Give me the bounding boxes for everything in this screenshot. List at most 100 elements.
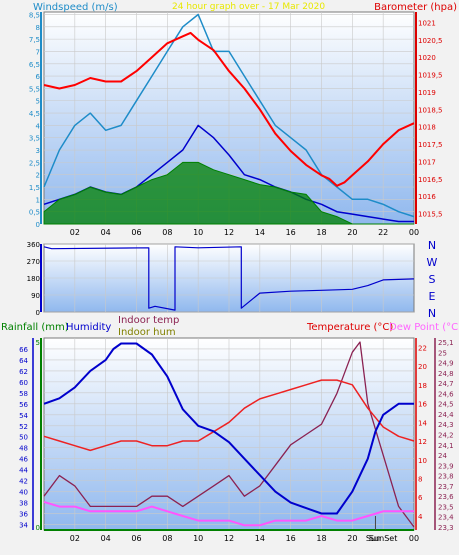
indoor-temp-tick-3: 23,6 [438, 493, 454, 501]
temp-time-tick-2: 06 [131, 534, 141, 543]
wind-time-tick-10: 22 [378, 228, 388, 237]
indoor-temp-tick-18: 25,1 [438, 339, 454, 347]
indoor-temp-tick-16: 24,9 [438, 360, 454, 368]
barometer-tick-7: 1019 [418, 89, 436, 97]
temperature-tick-8: 20 [418, 363, 427, 371]
indoor-temp-tick-10: 24,3 [438, 421, 454, 429]
windspeed-tick-10: 5 [36, 98, 40, 106]
indoor-temp-tick-6: 23,9 [438, 462, 454, 470]
humidity-tick-2: 38 [19, 500, 28, 508]
direction-axis: 0 90 180 270 360 [27, 241, 42, 317]
windspeed-tick-15: 7,5 [29, 36, 40, 44]
windspeed-tick-0: 0 [36, 221, 40, 229]
temperature-tick-9: 22 [418, 344, 427, 352]
wind-series [43, 13, 415, 225]
direction-grid [44, 243, 414, 313]
humidity-label: Humidity [66, 322, 111, 333]
barometer-tick-11: 1021 [418, 19, 436, 27]
windspeed-tick-8: 4 [36, 122, 41, 130]
windspeed-tick-9: 4,5 [29, 110, 40, 118]
windspeed-tick-2: 1 [36, 196, 40, 204]
direction-tick-3: 270 [27, 258, 40, 266]
rainfall-axis: 05 [36, 338, 42, 532]
compass-label-2: S [429, 273, 436, 286]
temp-time-tick-11: 00 [409, 534, 419, 543]
temperature-tick-6: 16 [418, 401, 427, 409]
indoor-temp-tick-17: 25 [438, 349, 447, 357]
temp-time-tick-1: 04 [101, 534, 111, 543]
indoor-temp-line [43, 341, 415, 528]
wind-time-tick-0: 02 [70, 228, 80, 237]
indoor-temp-tick-11: 24,4 [438, 411, 454, 419]
rainfall-label: Rainfall (mm) [1, 322, 69, 333]
temperature-axis: 4 6 8 10 12 14 16 18 20 22 [415, 338, 427, 530]
temperature-tick-0: 4 [418, 513, 423, 521]
indoor-temp-tick-1: 23,4 [438, 514, 454, 522]
humidity-tick-4: 42 [19, 478, 28, 486]
temperature-line [43, 379, 415, 452]
windspeed-tick-14: 7 [36, 48, 40, 56]
compass-label-1: W [427, 256, 438, 269]
direction-tick-1: 90 [31, 292, 40, 300]
humidity-tick-15: 64 [19, 357, 28, 365]
windspeed-tick-13: 6,5 [29, 61, 40, 69]
temperature-label: Temperature (°C) [306, 322, 393, 333]
barometer-tick-3: 1017 [418, 158, 436, 166]
indoor-temp-tick-12: 24,5 [438, 401, 454, 409]
humidity-tick-9: 52 [19, 423, 28, 431]
temp-time-tick-3: 08 [162, 534, 172, 543]
barometer-tick-1: 1016 [418, 193, 436, 201]
wind-time-tick-2: 06 [131, 228, 141, 237]
windspeed-tick-1: 0,5 [29, 209, 40, 217]
indoor-temp-tick-15: 24,8 [438, 370, 454, 378]
temp-time-tick-4: 10 [193, 534, 203, 543]
windspeed-axis: 0 0,5 1 1,5 2 2,5 3 3,5 4 4,5 5 5,5 6 6,5 7 7,5 8 8,5 [29, 11, 42, 229]
wind-time-tick-8: 18 [316, 228, 326, 237]
temp-time-tick-0: 02 [70, 534, 80, 543]
windspeed-tick-6: 3 [36, 147, 40, 155]
barometer-tick-5: 1018 [418, 124, 436, 132]
humidity-tick-16: 66 [19, 346, 28, 354]
humidity-tick-5: 44 [19, 467, 28, 475]
humidity-tick-7: 48 [19, 445, 28, 453]
barometer-tick-4: 1017,5 [418, 141, 443, 149]
humidity-line [43, 342, 414, 515]
wind-time-tick-4: 10 [193, 228, 203, 237]
temp-time-tick-10: SunSet [369, 534, 397, 543]
wind-time-tick-11: 00 [409, 228, 419, 237]
windspeed-tick-17: 8,5 [29, 11, 40, 19]
direction-series [43, 246, 415, 311]
temp-time-tick-9: 20 [347, 534, 357, 543]
temperature-tick-1: 6 [418, 494, 423, 502]
windspeed-tick-16: 8 [36, 24, 40, 32]
humidity-tick-6: 46 [19, 456, 28, 464]
humidity-tick-13: 60 [19, 379, 28, 387]
indoor-temp-tick-14: 24,7 [438, 380, 454, 388]
wind-time-tick-1: 04 [101, 228, 111, 237]
indoor-temp-tick-0: 23,3 [438, 524, 454, 532]
indoor-temp-axis: 23,3 23,4 23,5 23,6 23,7 23,8 23,9 24 24,1 24,2 24… [434, 338, 454, 532]
barometer-tick-10: 1020,5 [418, 37, 443, 45]
barometer-tick-8: 1019,5 [418, 72, 443, 80]
windspeed-axis-label: Windspeed (m/s) [33, 2, 118, 13]
barometer-tick-9: 1020 [418, 54, 436, 62]
temperature-time-axis: 02 04 06 08 10 12 14 16 18 20 SunSet 00 Sun [70, 516, 419, 543]
direction-tick-0: 0 [36, 309, 40, 317]
indoor-temp-tick-9: 24,2 [438, 432, 454, 440]
wind-direction-line [43, 246, 415, 311]
humidity-tick-1: 36 [19, 511, 28, 519]
humidity-tick-14: 62 [19, 368, 28, 376]
humidity-axis: 34 36 38 40 42 44 46 48 50 52 54 56 58 60 62 64 66 [19, 338, 34, 530]
temperature-grid [44, 338, 414, 530]
temperature-tick-2: 8 [418, 475, 422, 483]
humidity-tick-8: 50 [19, 434, 28, 442]
wind-time-tick-9: 20 [347, 228, 357, 237]
temperature-tick-5: 14 [418, 419, 427, 427]
wind-time-tick-5: 12 [224, 228, 234, 237]
indoor-temp-tick-13: 24,6 [438, 390, 454, 398]
direction-tick-2: 180 [27, 275, 40, 283]
windspeed-tick-7: 3,5 [29, 135, 40, 143]
series-barometer-hpa-line [43, 31, 415, 187]
